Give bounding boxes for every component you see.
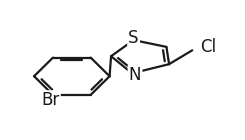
Text: N: N bbox=[129, 66, 141, 84]
Text: Cl: Cl bbox=[200, 38, 216, 56]
Text: Br: Br bbox=[41, 91, 60, 109]
Text: S: S bbox=[128, 29, 139, 47]
